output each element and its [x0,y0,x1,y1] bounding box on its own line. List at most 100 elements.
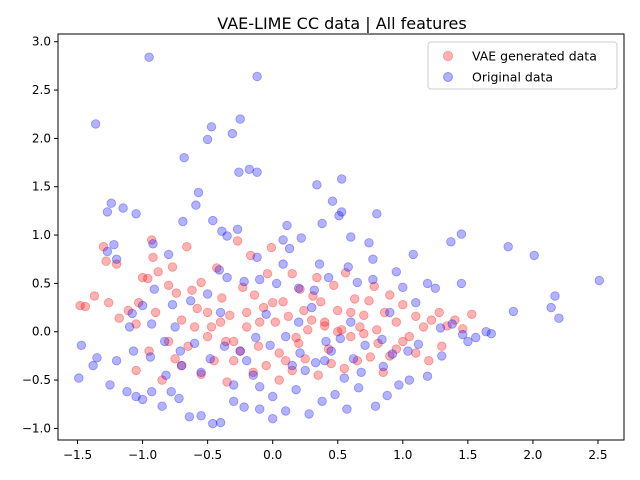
data-point [458,324,468,334]
data-point [413,339,424,350]
data-point [418,322,429,332]
data-point [98,241,109,252]
data-point [80,301,91,312]
data-point [196,367,206,378]
data-point [202,331,213,342]
data-point [196,277,206,288]
x-tick-label: 2.0 [523,448,542,462]
data-point [196,411,206,421]
x-tick-label: −0.5 [193,448,222,462]
data-point [391,317,402,327]
data-point [268,414,278,424]
data-point [124,322,135,332]
points-layer [74,52,605,429]
data-point [294,338,304,349]
data-point [446,237,456,247]
data-point [225,310,235,321]
data-point [268,298,278,308]
data-point [128,346,139,356]
data-point [178,216,188,227]
data-point [346,232,356,242]
data-point [252,167,262,177]
data-point [265,340,275,351]
data-point [222,272,232,283]
data-point [235,114,245,124]
data-point [193,187,204,198]
data-point [227,128,238,139]
data-point [144,346,154,356]
data-point [422,371,433,381]
data-point [369,281,379,292]
data-point [373,338,383,349]
data-point [282,220,292,231]
data-point [235,346,245,356]
data-point [394,380,404,390]
x-tick-label: 0.0 [263,448,282,462]
data-point [435,323,446,333]
data-point [329,280,339,291]
data-point [106,198,117,208]
data-point [360,340,370,351]
data-point [404,331,415,342]
data-point [167,262,178,272]
data-point [337,207,347,217]
data-point [145,352,156,362]
data-point [317,218,327,229]
data-point [321,336,331,347]
data-point [398,282,408,293]
data-point [109,239,119,250]
data-point [463,336,473,347]
data-point [312,272,322,283]
data-point [529,250,539,261]
data-point [312,180,322,190]
data-point [111,259,122,269]
data-point [456,229,467,239]
data-point [330,389,340,400]
data-point [101,256,111,266]
data-point [144,52,154,62]
y-tick-label: 1.5 [32,180,51,194]
data-point [508,306,519,317]
data-point [253,341,264,351]
data-point [92,353,102,363]
y-tick-label: 1.0 [32,228,51,242]
plot-frame [57,33,625,441]
data-point [74,373,84,383]
data-point [234,167,244,177]
data-point [398,300,408,310]
data-point [105,380,115,390]
data-point [268,391,278,402]
data-point [320,317,330,327]
data-point [76,340,87,351]
data-point [157,401,167,411]
x-tick-label: 1.0 [393,448,412,462]
data-point [252,71,262,82]
data-point [356,367,366,378]
data-point [287,269,297,279]
data-point [378,367,389,378]
y-tick-label: 3.0 [32,35,51,49]
data-point [323,272,334,283]
data-point [385,307,395,318]
data-point [191,200,201,210]
data-point [206,322,217,332]
legend-label-vae-generated: VAE generated data [472,49,597,64]
series-original-data [74,52,605,429]
data-point [326,358,336,369]
data-point [339,373,350,383]
data-point [307,302,317,313]
data-point [278,297,288,307]
data-point [261,360,271,371]
data-point [355,322,365,332]
data-point [320,356,330,366]
data-point [221,336,231,347]
data-point [350,294,360,304]
data-point [291,385,301,395]
data-point [316,297,326,307]
y-tick-label: −0.5 [22,373,51,387]
data-point [202,134,213,145]
legend-marker-vae-generated [443,51,453,61]
legend-box [427,41,618,90]
y-axis: −1.0 −0.5 0.0 0.5 1.0 1.5 2.0 2.5 3.0 [22,35,58,435]
